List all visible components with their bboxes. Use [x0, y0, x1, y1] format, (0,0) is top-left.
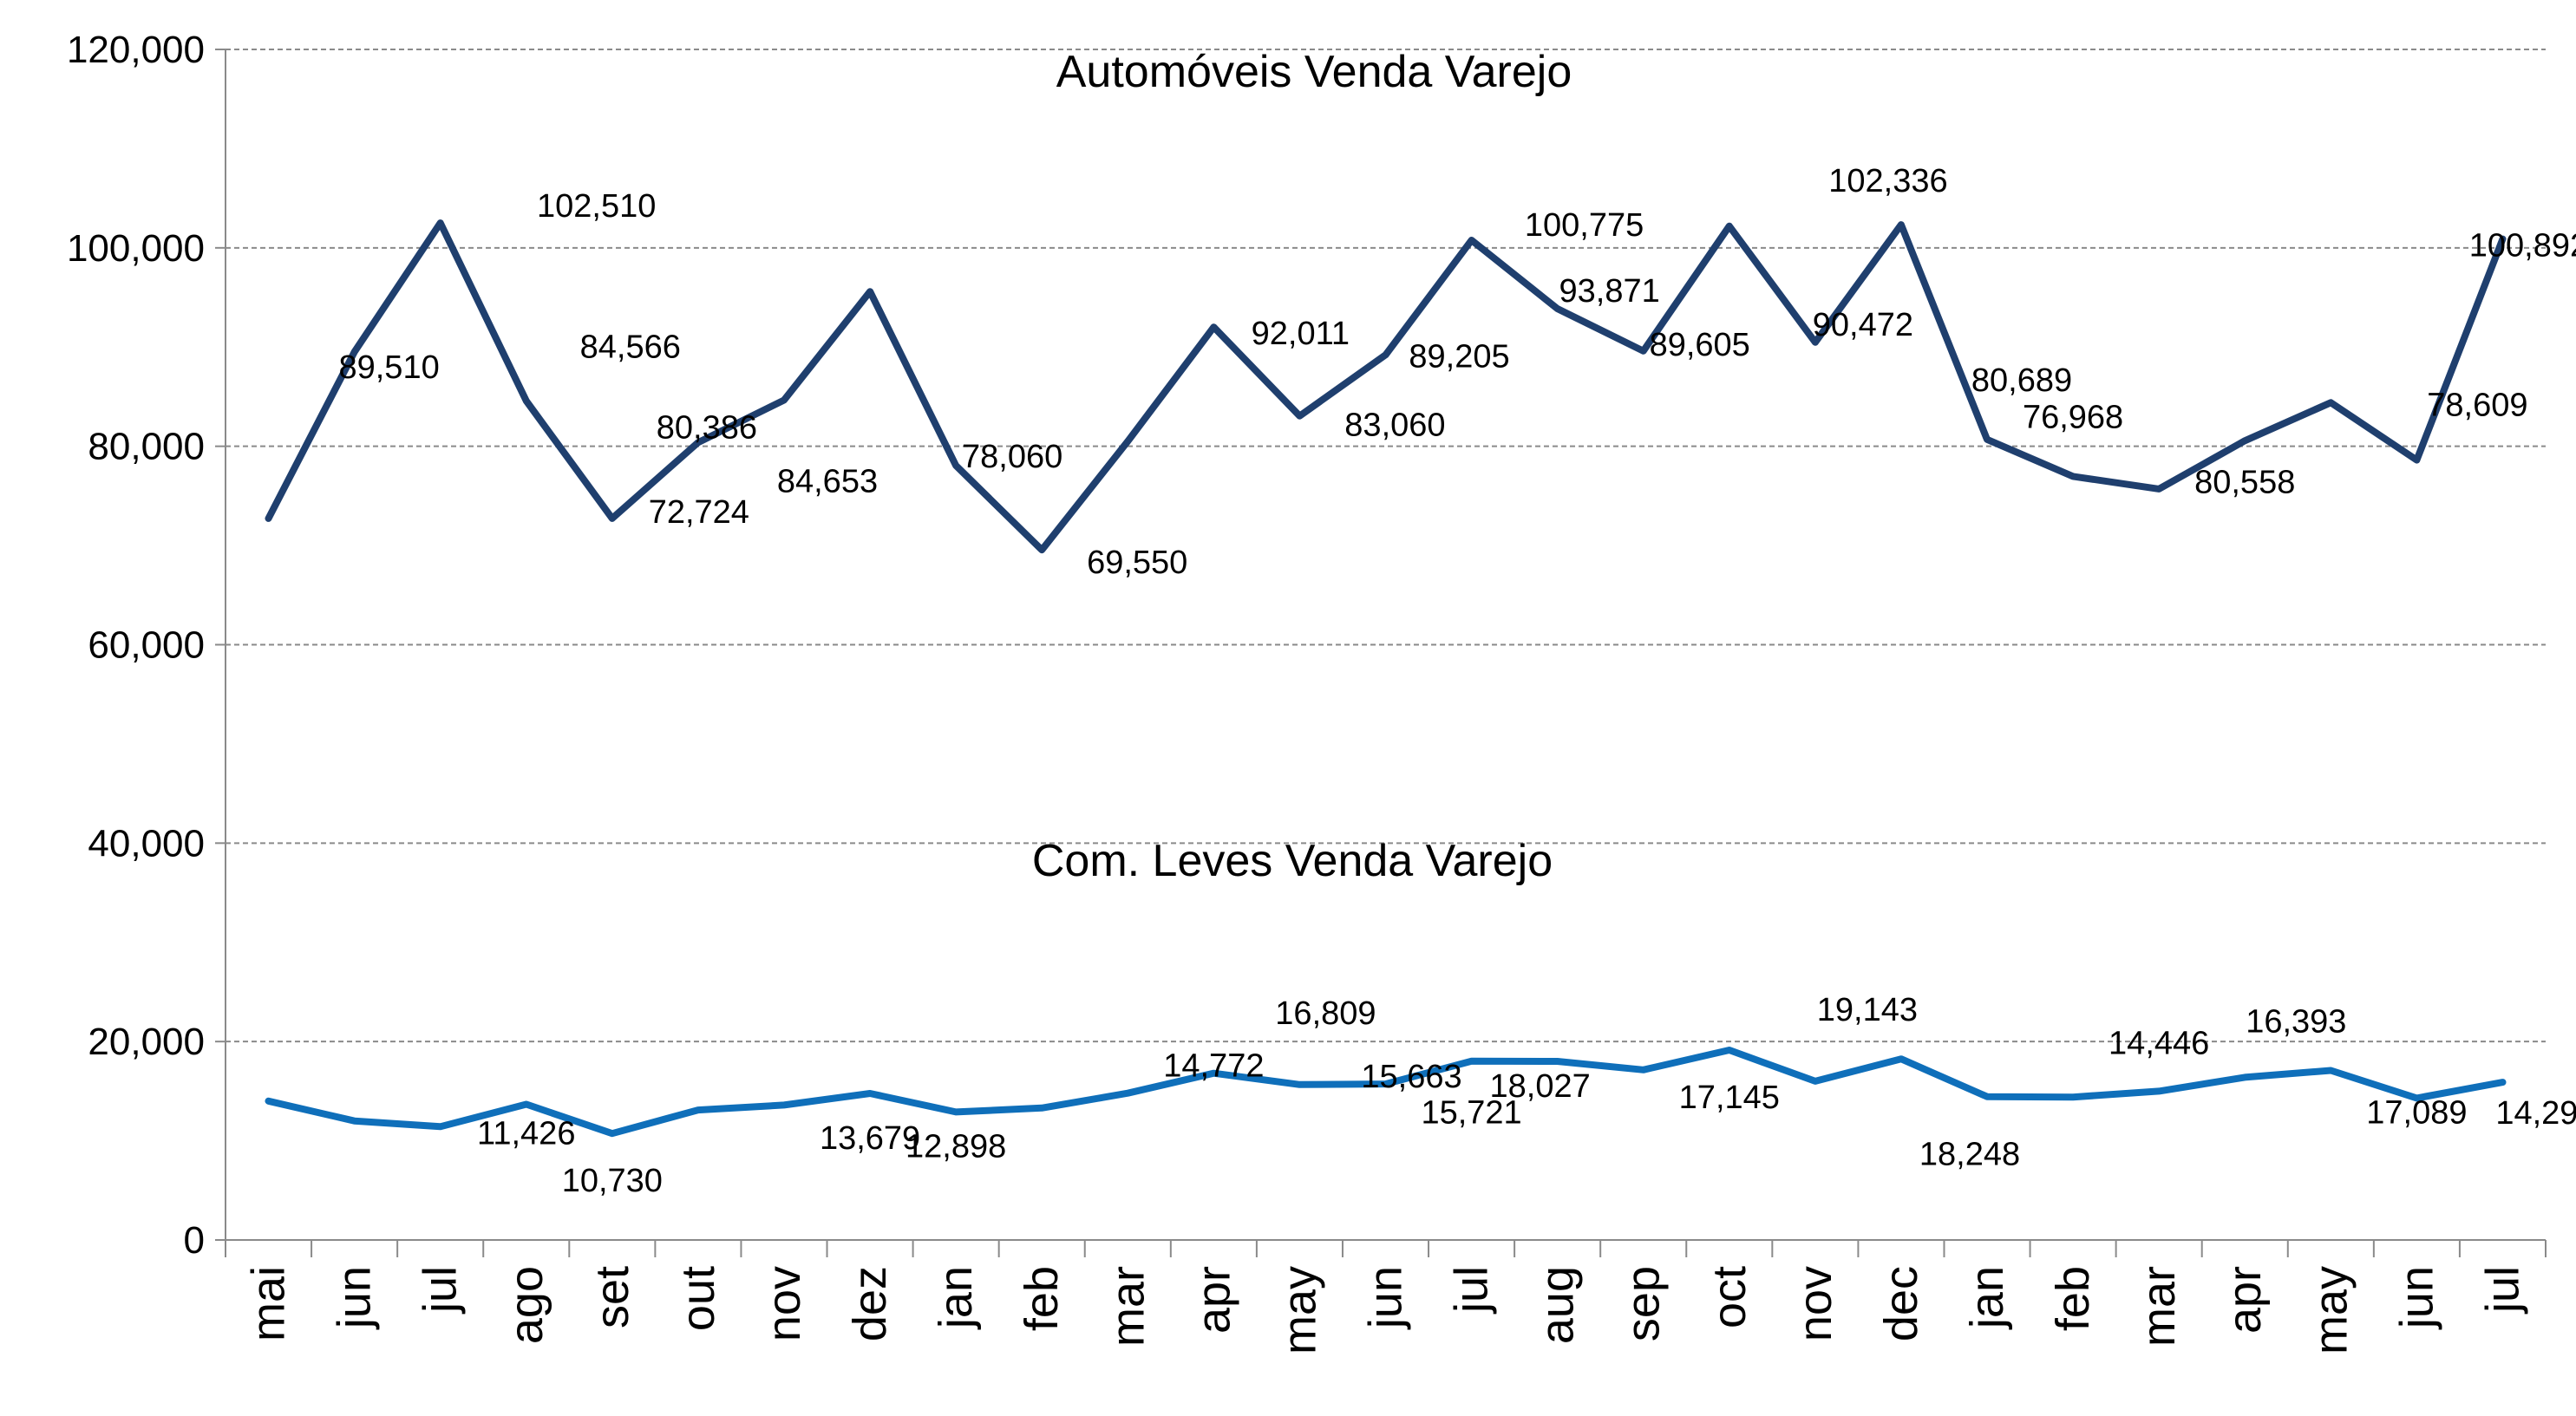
data-label: 84,566 — [580, 329, 681, 365]
data-label: 89,205 — [1409, 338, 1509, 375]
data-label: 19,143 — [1817, 992, 1918, 1028]
series-line-1 — [265, 1047, 2507, 1138]
x-tick-label: nov — [1789, 1266, 1841, 1341]
x-tick-label: oct — [1703, 1266, 1755, 1328]
x-tick-label: may — [2305, 1266, 2357, 1354]
data-label: 89,605 — [1650, 327, 1750, 363]
x-tick-label: jul — [415, 1266, 467, 1315]
y-tick-label: 80,000 — [88, 426, 205, 468]
data-label: 78,609 — [2427, 388, 2527, 424]
data-label: 100,775 — [1525, 207, 1644, 244]
y-tick-label: 60,000 — [88, 624, 205, 667]
data-label: 80,386 — [657, 409, 757, 446]
x-tick-label: jul — [2476, 1266, 2528, 1315]
x-tick-label: may — [1273, 1266, 1325, 1354]
series-title-com-leves: Com. Leves Venda Varejo — [1032, 836, 1553, 886]
x-tick-label: jun — [2390, 1266, 2442, 1330]
y-tick-label: 100,000 — [67, 227, 205, 270]
series-line-0 — [265, 219, 2507, 554]
data-label: 80,558 — [2194, 464, 2295, 500]
data-label: 90,472 — [1813, 307, 1913, 343]
y-tick-label: 20,000 — [88, 1021, 205, 1063]
x-tick-label: jan — [930, 1266, 982, 1330]
data-label: 76,968 — [2023, 399, 2123, 435]
data-label: 16,809 — [1275, 995, 1376, 1032]
x-tick-label: apr — [1187, 1266, 1239, 1334]
data-labels: 89,510 102,510 84,566 72,724 80,386 84,653 78,… — [338, 163, 2576, 1199]
data-label: 10,730 — [562, 1163, 663, 1199]
x-tick-label: dec — [1875, 1266, 1927, 1341]
data-label: 14,772 — [1163, 1048, 1264, 1085]
series-lines — [265, 219, 2507, 1138]
x-tick-label: set — [586, 1266, 638, 1328]
x-tick-label: jul — [1446, 1266, 1498, 1315]
data-label: 80,689 — [1971, 362, 2072, 399]
x-tick-label: jan — [1961, 1266, 2013, 1330]
x-tick-label: aug — [1532, 1266, 1584, 1344]
x-tick-label: mai — [243, 1266, 295, 1341]
data-label: 17,145 — [1679, 1080, 1780, 1116]
x-tick-label: jun — [1360, 1266, 1412, 1330]
data-label: 92,011 — [1252, 316, 1350, 352]
x-tick-label: jun — [329, 1266, 381, 1330]
data-label: 100,892 — [2469, 228, 2576, 264]
x-tick-label: nov — [758, 1266, 810, 1341]
x-tick-label: dez — [844, 1266, 896, 1341]
x-tick-label: mar — [2133, 1266, 2185, 1347]
data-label: 93,871 — [1559, 273, 1660, 310]
axes — [215, 49, 2547, 1257]
data-label: 72,724 — [649, 494, 749, 531]
data-label: 102,336 — [1828, 163, 1947, 199]
data-label: 12,898 — [906, 1128, 1006, 1165]
data-label: 69,550 — [1087, 545, 1187, 581]
y-tick-label: 120,000 — [67, 29, 205, 71]
data-label: 84,653 — [777, 463, 878, 499]
x-tick-label: out — [672, 1266, 724, 1331]
x-tick-label: feb — [1016, 1266, 1068, 1331]
data-label: 13,679 — [820, 1120, 920, 1157]
y-tick-label: 0 — [184, 1219, 205, 1262]
data-label: 14,446 — [2109, 1025, 2209, 1061]
data-label: 18,248 — [1919, 1137, 2020, 1173]
x-axis-tick-labels: mai jun jul ago set out nov dez jan feb mar apr may j… — [243, 1266, 2529, 1354]
data-label: 15,721 — [1421, 1095, 1521, 1132]
x-tick-label: feb — [2047, 1266, 2099, 1331]
data-label: 15,663 — [1361, 1059, 1461, 1095]
data-label: 11,426 — [477, 1115, 575, 1152]
y-axis-tick-labels: 0 20,000 40,000 60,000 80,000 100,000 120,000 — [67, 29, 205, 1262]
data-label: 83,060 — [1344, 408, 1445, 444]
data-label: 102,510 — [537, 188, 656, 225]
x-tick-label: mar — [1102, 1266, 1154, 1347]
gridlines — [226, 49, 2546, 1043]
data-label: 16,393 — [2246, 1003, 2346, 1040]
data-label: 17,089 — [2366, 1094, 2467, 1131]
data-label: 89,510 — [338, 349, 439, 386]
data-label: 14,297 — [2495, 1095, 2576, 1132]
x-tick-label: ago — [500, 1266, 552, 1344]
data-label: 78,060 — [962, 439, 1062, 475]
series-title-automoveis: Automóveis Venda Varejo — [1056, 47, 1572, 97]
y-tick-label: 40,000 — [88, 822, 205, 865]
data-label: 18,027 — [1490, 1068, 1591, 1105]
x-tick-label: sep — [1618, 1266, 1670, 1341]
x-tick-label: apr — [2219, 1266, 2271, 1334]
